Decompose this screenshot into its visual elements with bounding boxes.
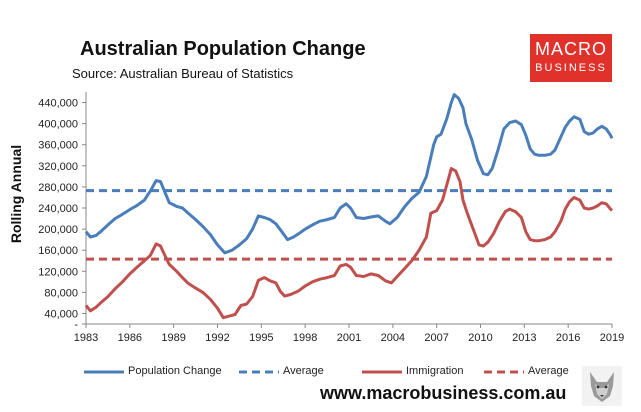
- y-axis-label: Rolling Annual: [8, 144, 24, 244]
- y-tick-label: 240,000: [38, 203, 78, 215]
- legend-label: Immigration: [406, 365, 464, 377]
- chart-subtitle: Source: Australian Bureau of Statistics: [72, 66, 294, 81]
- series-line-0: [84, 93, 614, 255]
- website-url: www.macrobusiness.com.au: [320, 383, 567, 403]
- x-tick-label: 2007: [424, 332, 448, 344]
- y-tick-label: 120,000: [38, 266, 78, 278]
- y-tick-label: 440,000: [38, 98, 78, 110]
- logo-line-2: BUSINESS: [535, 62, 607, 74]
- legend-swatch: [484, 370, 524, 374]
- y-tick-label: 320,000: [38, 161, 78, 173]
- y-tick-label: 360,000: [38, 140, 78, 152]
- legend-label: Population Change: [128, 365, 222, 377]
- series-line-2: [84, 167, 614, 320]
- legend-swatch: [239, 370, 279, 374]
- y-tick-label: -: [74, 319, 78, 331]
- y-tick-label: 200,000: [38, 224, 78, 236]
- x-tick-label: 2010: [468, 332, 492, 344]
- brand-logo: MACRO BUSINESS: [530, 34, 612, 82]
- wolf-icon: [582, 366, 622, 406]
- series-layer: [84, 93, 614, 320]
- legend-swatch: [84, 370, 124, 374]
- x-tick-label: 2013: [512, 332, 536, 344]
- legend-label: Average: [283, 365, 324, 377]
- x-tick-label: 2001: [337, 332, 361, 344]
- y-tick-label: 80,000: [44, 287, 78, 299]
- y-tick-label: 280,000: [38, 182, 78, 194]
- x-tick-label: 1995: [249, 332, 273, 344]
- legend-label: Average: [528, 365, 569, 377]
- x-tick-label: 2016: [556, 332, 580, 344]
- y-tick-label: 400,000: [38, 119, 78, 131]
- chart-axes: -40,000 80,000 120,000 160,000 200,000 240,00…: [38, 92, 624, 344]
- y-tick-label: 40,000: [44, 308, 78, 320]
- y-tick-label: 160,000: [38, 245, 78, 257]
- chart-title: Australian Population Change: [80, 38, 366, 60]
- logo-line-1: MACRO: [535, 39, 607, 59]
- x-tick-label: 1998: [293, 332, 317, 344]
- x-tick-label: 1992: [205, 332, 229, 344]
- x-tick-label: 1986: [118, 332, 142, 344]
- x-tick-label: 1989: [161, 332, 185, 344]
- x-tick-label: 1983: [74, 332, 98, 344]
- x-tick-label: 2004: [381, 332, 405, 344]
- x-tick-label: 2019: [600, 332, 624, 344]
- legend-swatch: [362, 370, 402, 374]
